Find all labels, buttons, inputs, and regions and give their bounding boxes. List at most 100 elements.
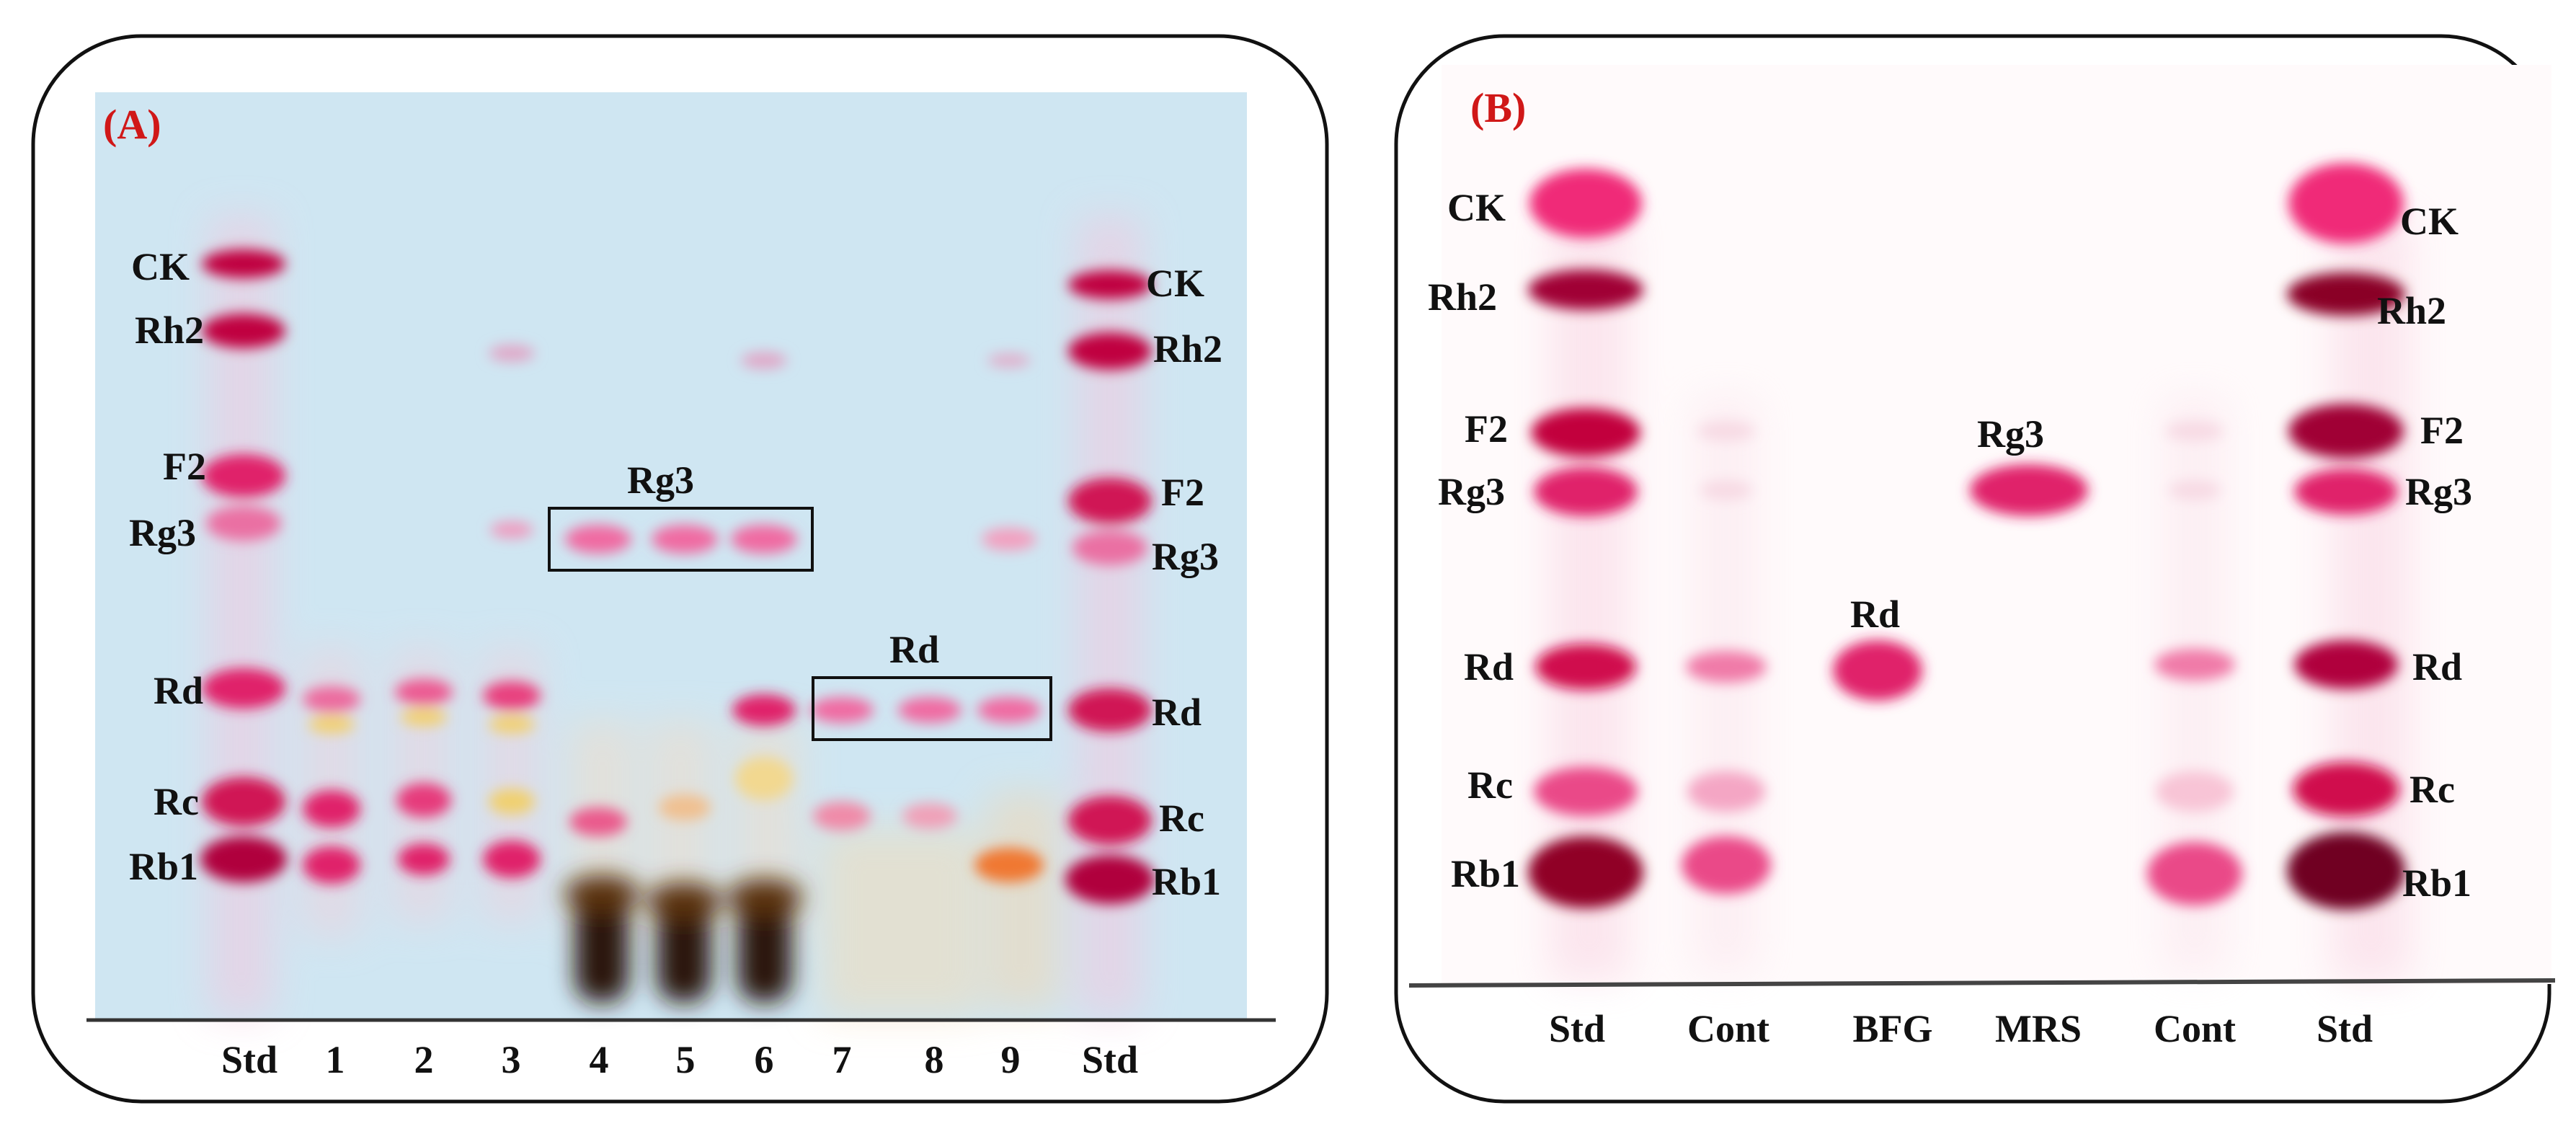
spot: [2287, 832, 2405, 910]
panel-b-spot-label-rg3: Rg3: [1977, 412, 2044, 456]
panel-b-lane-std-right: Std: [2316, 1007, 2373, 1050]
panel-a-lane-std-right: Std: [1081, 1038, 1139, 1081]
panel-b-lane-std-left: Std: [1548, 1007, 1606, 1050]
panel-b-std-left-lane: [1528, 169, 1643, 908]
panel-b-right-label-rg3: Rg3: [2405, 470, 2472, 513]
spot: [565, 525, 631, 554]
panel-b-right-label-rb1: Rb1: [2402, 861, 2472, 905]
panel-a-tag: (A): [103, 101, 161, 148]
spot: [987, 353, 1031, 368]
spot: [1535, 644, 1636, 690]
panel-b-right-label-rd: Rd: [2412, 645, 2463, 688]
panel-b-std-right-lane: [2287, 163, 2405, 910]
spot: [977, 697, 1041, 723]
panel-a-left-label-ck: CK: [131, 245, 190, 288]
spot: [308, 716, 355, 733]
panel-a-lane-9: 9: [1000, 1038, 1021, 1081]
panel-a-lane-6: 6: [754, 1038, 774, 1081]
panel-b-right-label-f2: F2: [2420, 409, 2464, 452]
panel-b-bfg-lane: [1833, 640, 1922, 701]
panel-b-right-label-ck: CK: [2400, 200, 2459, 243]
spot: [741, 352, 787, 369]
spot: [202, 668, 285, 709]
spot: [395, 679, 453, 705]
spot: [401, 709, 447, 726]
spot: [1682, 836, 1771, 894]
rd-highlight-box: [812, 676, 1052, 741]
spot: [731, 525, 797, 554]
panel-b-cont-right-lane: [2147, 421, 2242, 905]
spot: [1072, 531, 1147, 565]
spot: [2294, 469, 2398, 515]
spot: [659, 794, 711, 820]
panel-a-lane-2: 2: [414, 1038, 434, 1081]
spot: [902, 803, 957, 829]
panel-a-left-label-rh2: Rh2: [135, 309, 205, 352]
panel-b-left-label-rc: Rc: [1467, 763, 1513, 807]
panel-a-std-right-lane: [1065, 270, 1155, 904]
spot: [303, 846, 360, 884]
spot: [483, 681, 541, 710]
panel-a-left-label-rb1: Rb1: [129, 845, 199, 888]
spot: [2288, 404, 2404, 458]
panel-a-right-label-rh2: Rh2: [1153, 327, 1223, 371]
panel-a-lane-1: 1: [325, 1038, 345, 1081]
spot: [813, 802, 871, 830]
panel-a-lane-3: 3: [501, 1038, 521, 1081]
panel-b-mrs-lane: [1970, 464, 2088, 516]
spot: [1068, 796, 1152, 845]
spot: [1534, 767, 1638, 816]
spot: [483, 841, 541, 878]
panel-a-right-label-f2: F2: [1161, 471, 1204, 514]
spot: [1700, 480, 1752, 500]
spot: [974, 848, 1044, 882]
spot: [1528, 270, 1643, 310]
spot: [206, 506, 281, 541]
panel-b-left-label-rg3: Rg3: [1438, 470, 1505, 513]
panel-a-left-label-rg3: Rg3: [129, 511, 196, 554]
spot: [1068, 478, 1152, 524]
panel-a-lane-4: 4: [589, 1038, 609, 1081]
panel-b-left-label-f2: F2: [1465, 407, 1508, 451]
panel-b-lane-cont-right: Cont: [2153, 1007, 2237, 1050]
panel-a-left-label-rc: Rc: [154, 780, 199, 823]
spot: [1697, 421, 1755, 441]
spot: [202, 314, 285, 348]
panel-a-residue: [564, 875, 802, 1002]
panel-a-lane-std-left: Std: [221, 1038, 278, 1081]
panel-a-left-label-rd: Rd: [154, 669, 204, 712]
panel-b-left-label-rb1: Rb1: [1451, 852, 1521, 895]
spot: [2156, 771, 2234, 812]
panel-a-lane-7: 7: [832, 1038, 852, 1081]
spot: [1833, 640, 1922, 701]
spot: [1068, 270, 1152, 299]
spot: [200, 836, 287, 882]
panel-b-left-label-rh2: Rh2: [1428, 275, 1498, 319]
spot: [1534, 467, 1638, 516]
spot: [202, 249, 285, 278]
spot: [1687, 771, 1765, 812]
spot: [898, 697, 961, 723]
panel-b-left-label-ck: CK: [1447, 186, 1506, 229]
spot: [303, 686, 360, 712]
panel-a-right-label-ck: CK: [1146, 262, 1204, 305]
spot: [1529, 169, 1642, 238]
spot: [1065, 855, 1155, 904]
panel-b-lane-cont-left: Cont: [1687, 1007, 1770, 1050]
spot: [490, 521, 533, 539]
panel-a-lane-5: 5: [675, 1038, 696, 1081]
spot: [652, 525, 718, 554]
rd-box-label: Rd: [889, 628, 940, 671]
panel-b-lane-bfg: BFG: [1852, 1007, 1933, 1050]
spot: [1970, 464, 2088, 516]
spot: [2166, 421, 2224, 441]
panel-a-std-left-lane: [200, 249, 287, 882]
spot: [202, 777, 285, 826]
panel-b-right-label-rc: Rc: [2410, 768, 2455, 811]
panel-a-sample-spots: [303, 345, 1044, 884]
spot: [489, 716, 535, 733]
panel-b-right-label-rh2: Rh2: [2377, 289, 2447, 332]
spot: [810, 697, 874, 723]
panel-a-left-label-f2: F2: [163, 445, 206, 488]
